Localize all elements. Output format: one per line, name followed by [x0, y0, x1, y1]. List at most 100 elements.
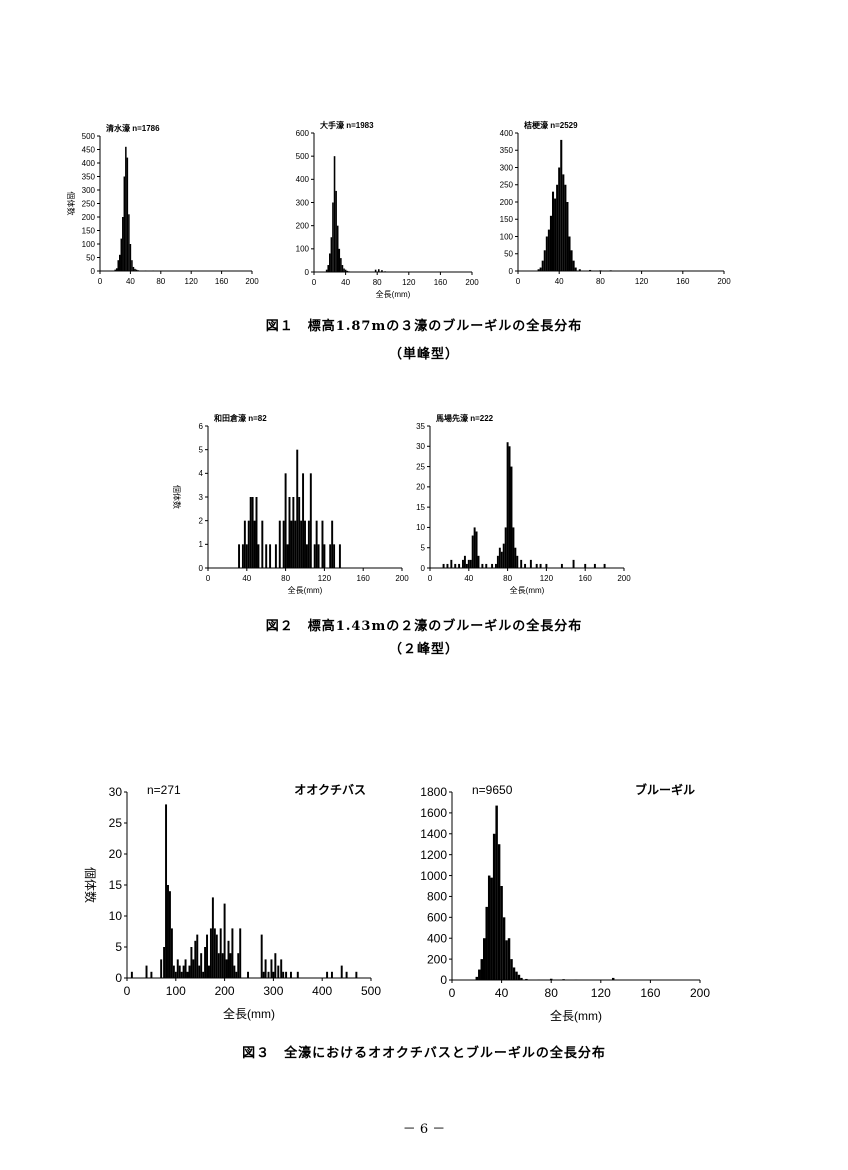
bar: [545, 563, 548, 568]
bar: [304, 520, 306, 568]
bar: [336, 225, 339, 272]
y-tick-label: 0: [509, 267, 514, 276]
bar: [235, 971, 238, 978]
bar: [340, 965, 343, 978]
bar: [302, 473, 305, 568]
x-tick-label: 120: [635, 277, 649, 286]
bar: [490, 877, 493, 980]
bar: [198, 965, 201, 978]
y-tick-label: 1: [199, 540, 204, 549]
bar: [247, 971, 249, 978]
bar: [500, 551, 503, 568]
bar: [465, 563, 468, 568]
x-tick-label: 0: [98, 277, 103, 286]
bar: [262, 971, 265, 978]
bar: [505, 940, 508, 980]
bar: [186, 971, 189, 978]
y-tick-label: 15: [416, 503, 425, 512]
figure2-subcaption: （２峰型）: [388, 642, 459, 657]
bar: [512, 967, 516, 980]
y-tick-label: 500: [296, 152, 310, 161]
bar: [315, 520, 318, 568]
x-tick-label: 0: [124, 984, 131, 998]
bar: [496, 555, 499, 568]
x-tick-label: 0: [449, 986, 456, 1000]
bar: [225, 959, 228, 978]
sample-size-label: n=271: [147, 783, 181, 797]
bar: [556, 184, 559, 271]
x-tick-label: 160: [676, 277, 690, 286]
bar: [229, 953, 232, 978]
chart-title: ブルーギル: [635, 782, 695, 797]
bar: [574, 267, 577, 271]
bar: [454, 563, 457, 568]
bar: [182, 965, 185, 978]
x-tick-label: 400: [312, 984, 332, 998]
y-tick-label: 35: [416, 422, 425, 431]
bar: [294, 520, 297, 568]
bar: [265, 544, 268, 568]
bar: [145, 965, 148, 978]
bar: [491, 563, 494, 568]
bar: [480, 959, 483, 980]
bar: [255, 497, 258, 568]
bar: [525, 978, 528, 980]
y-tick-label: 0: [115, 971, 122, 985]
chart-babasaki: 0 5 10 15 20 25 30 35 0 40 80 120 160 200 馬場先濠 n=222 全長…: [384, 410, 649, 613]
bar: [492, 833, 496, 980]
bar: [233, 965, 236, 978]
y-tick-label: 50: [504, 250, 513, 259]
x-axis-label: 全長(mm): [376, 289, 411, 299]
bar: [261, 520, 264, 568]
bar: [529, 559, 532, 568]
x-tick-label: 0: [516, 277, 521, 286]
bar: [487, 875, 491, 980]
y-tick-label: 250: [500, 181, 514, 190]
bar: [584, 563, 587, 568]
bar: [502, 543, 505, 568]
x-tick-label: 40: [341, 278, 350, 287]
bar: [285, 971, 288, 978]
y-tick-label: 400: [500, 129, 514, 138]
y-axis-label: 個体数: [172, 485, 182, 509]
y-tick-label: 25: [109, 816, 123, 830]
bar: [495, 805, 498, 980]
x-axis-label: 全長(mm): [223, 1006, 275, 1021]
sample-size-label: n=9650: [472, 783, 513, 797]
x-tick-label: 200: [215, 984, 235, 998]
bar: [524, 563, 527, 568]
bar: [340, 258, 342, 272]
bar: [558, 167, 561, 271]
x-tick-label: 200: [465, 278, 479, 287]
bar: [200, 953, 203, 978]
bar: [494, 563, 497, 568]
bar: [343, 268, 345, 272]
chart-kikyo: 0 50 100 150 200 250 300 350 400 0 40 80 120 160 200 桔梗…: [478, 118, 749, 316]
bar: [211, 897, 214, 978]
y-tick-label: 200: [296, 221, 310, 230]
bar: [560, 139, 563, 271]
bar: [184, 959, 187, 978]
bar: [163, 947, 166, 978]
bar: [374, 269, 377, 272]
bar: [512, 527, 515, 568]
bar: [502, 917, 506, 980]
bar: [572, 559, 575, 568]
bar: [251, 497, 254, 568]
bar: [326, 971, 329, 978]
y-tick-label: 1800: [420, 785, 447, 799]
y-tick-label: 200: [427, 952, 447, 966]
bar: [467, 559, 470, 568]
y-tick-label: 0: [440, 973, 447, 987]
y-tick-label: 25: [416, 462, 425, 471]
bar: [325, 269, 328, 272]
bar: [238, 544, 241, 568]
y-tick-label: 150: [82, 226, 96, 235]
bar: [473, 527, 476, 568]
bar: [321, 520, 324, 568]
bar: [510, 466, 513, 568]
bar: [508, 446, 511, 568]
y-tick-label: 1000: [420, 869, 447, 883]
bar: [377, 269, 380, 272]
y-tick-label: 100: [296, 245, 310, 254]
